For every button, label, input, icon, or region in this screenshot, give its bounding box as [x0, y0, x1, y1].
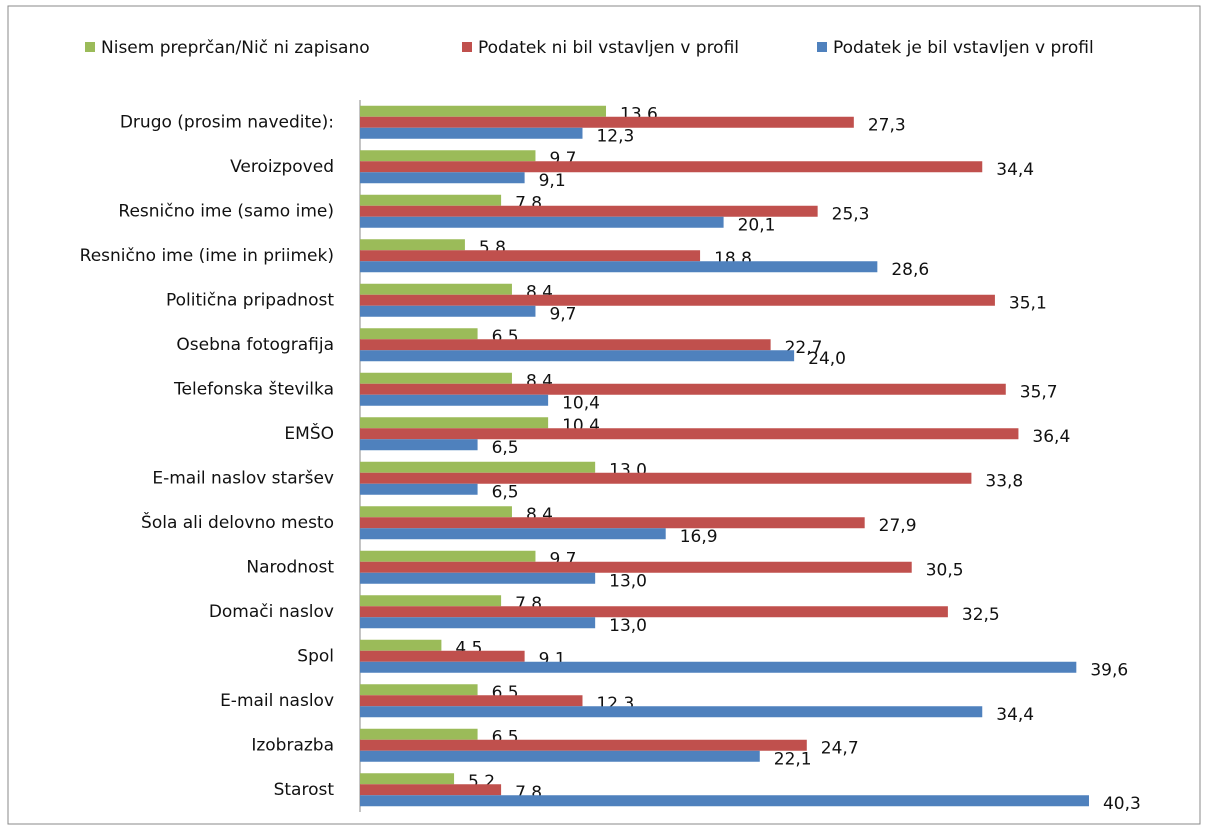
bar — [360, 194, 502, 206]
value-label: 24,0 — [808, 349, 846, 369]
chart-frame — [7, 5, 1201, 825]
value-label: 22,1 — [774, 749, 812, 769]
bar — [360, 561, 912, 573]
value-label: 28,6 — [891, 260, 929, 280]
legend-swatch — [462, 42, 472, 52]
legend-label: Podatek je bil vstavljen v profil — [833, 38, 1094, 58]
value-label: 40,3 — [1103, 794, 1141, 814]
value-label: 33,8 — [985, 471, 1023, 491]
y-tick-label: E-mail naslov staršev — [152, 468, 334, 488]
bar — [360, 461, 596, 473]
bar — [360, 795, 1089, 807]
bar — [360, 394, 549, 406]
value-label: 34,4 — [996, 160, 1034, 180]
legend-label: Podatek ni bil vstavljen v profil — [478, 38, 739, 58]
bar — [360, 439, 478, 451]
bar — [360, 595, 502, 607]
value-label: 25,3 — [832, 204, 870, 224]
bar — [360, 661, 1077, 673]
bar — [360, 650, 525, 662]
bar — [360, 706, 983, 718]
value-label: 9,1 — [539, 171, 566, 191]
y-tick-label: EMŠO — [284, 422, 334, 444]
bar — [360, 250, 701, 262]
bar — [360, 773, 455, 785]
bar — [360, 127, 583, 139]
value-label: 20,1 — [738, 215, 776, 235]
bar — [360, 472, 972, 484]
y-tick-label: Resnično ime (ime in priimek) — [80, 246, 334, 266]
bar — [360, 528, 666, 540]
bar — [360, 294, 995, 306]
value-label: 6,5 — [492, 482, 519, 502]
bar — [360, 383, 1006, 395]
bar — [360, 784, 502, 796]
bar — [360, 261, 878, 273]
bar — [360, 639, 442, 651]
bar — [360, 161, 983, 173]
bar — [360, 728, 478, 740]
value-label: 12,3 — [596, 126, 634, 146]
value-label: 35,1 — [1009, 293, 1047, 313]
legend-swatch — [817, 42, 827, 52]
value-label: 30,5 — [926, 560, 964, 580]
value-label: 36,4 — [1032, 427, 1070, 447]
bar — [360, 150, 536, 162]
bar — [360, 483, 478, 495]
value-label: 35,7 — [1020, 382, 1058, 402]
y-tick-label: Drugo (prosim navedite): — [120, 112, 334, 132]
bar — [360, 606, 948, 618]
bar — [360, 617, 596, 629]
value-label: 16,9 — [680, 527, 718, 547]
value-label: 39,6 — [1090, 660, 1128, 680]
y-tick-label: Resnično ime (samo ime) — [118, 201, 334, 221]
bar — [360, 517, 865, 529]
y-tick-label: E-mail naslov — [220, 691, 334, 711]
legend-swatch — [85, 42, 95, 52]
bar — [360, 428, 1019, 440]
y-tick-label: Izobrazba — [251, 735, 334, 755]
bar — [360, 417, 549, 429]
value-label: 27,9 — [879, 516, 917, 536]
bar — [360, 506, 512, 518]
bar — [360, 239, 465, 251]
value-label: 24,7 — [821, 738, 859, 758]
value-label: 13,0 — [609, 616, 647, 636]
bar — [360, 205, 818, 217]
value-label: 32,5 — [962, 605, 1000, 625]
value-label: 9,7 — [549, 304, 576, 324]
bar — [360, 328, 478, 340]
bar — [360, 172, 525, 184]
y-tick-label: Narodnost — [246, 557, 334, 577]
y-tick-label: Politična pripadnost — [166, 290, 334, 310]
bar — [360, 305, 536, 317]
y-tick-label: Osebna fotografija — [176, 335, 334, 355]
bar — [360, 550, 536, 562]
y-tick-label: Veroizpoved — [230, 157, 334, 177]
y-tick-label: Telefonska številka — [173, 379, 334, 399]
bar — [360, 339, 771, 351]
value-label: 10,4 — [562, 393, 600, 413]
y-tick-label: Starost — [274, 780, 335, 800]
bar — [360, 572, 596, 584]
bar — [360, 216, 724, 228]
bar — [360, 350, 795, 362]
legend-label: Nisem preprčan/Nič ni zapisano — [101, 38, 370, 58]
bar — [360, 750, 760, 762]
bar — [360, 739, 807, 751]
value-label: 34,4 — [996, 705, 1034, 725]
value-label: 6,5 — [492, 438, 519, 458]
bar — [360, 283, 512, 295]
bar — [360, 695, 583, 707]
y-tick-label: Domači naslov — [209, 602, 334, 622]
bar — [360, 372, 512, 384]
y-tick-label: Šola ali delovno mesto — [141, 511, 334, 533]
bar — [360, 105, 607, 117]
bar — [360, 116, 854, 128]
y-tick-label: Spol — [297, 646, 334, 666]
value-label: 27,3 — [868, 115, 906, 135]
bar — [360, 684, 478, 696]
value-label: 13,0 — [609, 571, 647, 591]
